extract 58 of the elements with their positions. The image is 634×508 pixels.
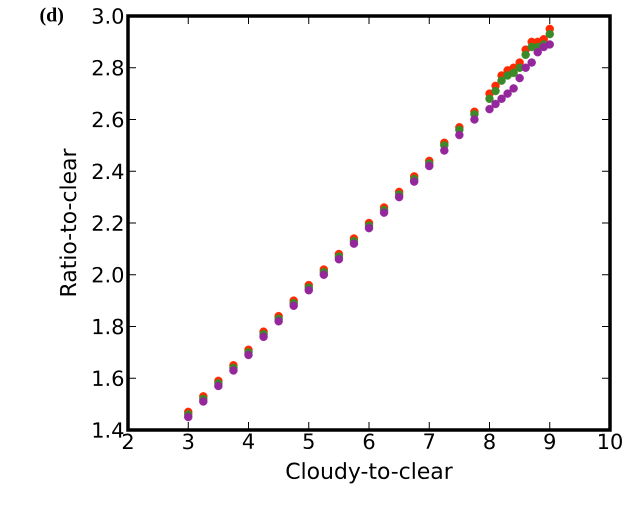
x-tick-label: 4: [242, 434, 254, 449]
point: [184, 412, 192, 422]
point: [440, 146, 449, 155]
point: [491, 86, 500, 96]
text: (d): [40, 8, 64, 26]
y-tick-label: 2.6: [92, 112, 124, 128]
x-tick-label: 10: [598, 434, 622, 450]
point: [540, 42, 548, 52]
point: [334, 255, 344, 264]
point: [364, 224, 374, 232]
point: [503, 89, 512, 98]
point: [350, 239, 358, 248]
y-axis-title: Ratio-to-clear: [59, 148, 76, 296]
x-tick-label: 5: [304, 434, 314, 450]
point: [470, 115, 479, 124]
point: [521, 50, 530, 59]
point: [527, 58, 536, 67]
y-tick-label: 1.8: [94, 318, 124, 334]
point: [199, 397, 208, 406]
point: [274, 317, 283, 326]
x-tick-label: 2: [122, 434, 133, 450]
x-tick-label: 8: [484, 434, 495, 450]
x-tick-label: 6: [364, 434, 374, 450]
x-tick-label: 3: [183, 434, 194, 450]
point: [521, 64, 530, 72]
point: [244, 350, 253, 360]
point: [546, 30, 554, 38]
point: [497, 76, 506, 85]
x-axis-title: Cloudy-to-clear: [286, 462, 453, 484]
point: [485, 104, 494, 114]
y-tick-label: 3.0: [92, 8, 124, 24]
y-tick-label: 2.0: [92, 266, 124, 283]
point: [509, 68, 518, 78]
point: [214, 382, 223, 390]
y-tick-label: 2.4: [92, 163, 124, 179]
point: [229, 366, 238, 375]
point: [304, 286, 313, 294]
point: [509, 84, 518, 93]
x-tick-label: 9: [544, 434, 555, 450]
point: [259, 332, 268, 342]
y-tick-label: 1.4: [94, 422, 124, 438]
point: [515, 74, 524, 82]
y-tick-label: 2.2: [92, 215, 122, 231]
x-tick-label: 7: [424, 434, 434, 449]
point: [320, 270, 328, 279]
y-tick-label: 1.6: [94, 370, 124, 386]
point: [546, 40, 554, 49]
point: [497, 94, 506, 103]
point: [394, 192, 404, 202]
point: [289, 302, 298, 310]
point: [491, 100, 500, 108]
point: [485, 94, 494, 103]
point: [410, 177, 418, 186]
point: [534, 48, 542, 56]
y-tick-label: 2.8: [92, 60, 124, 76]
point: [425, 162, 434, 170]
point: [455, 130, 464, 140]
point: [380, 208, 388, 217]
